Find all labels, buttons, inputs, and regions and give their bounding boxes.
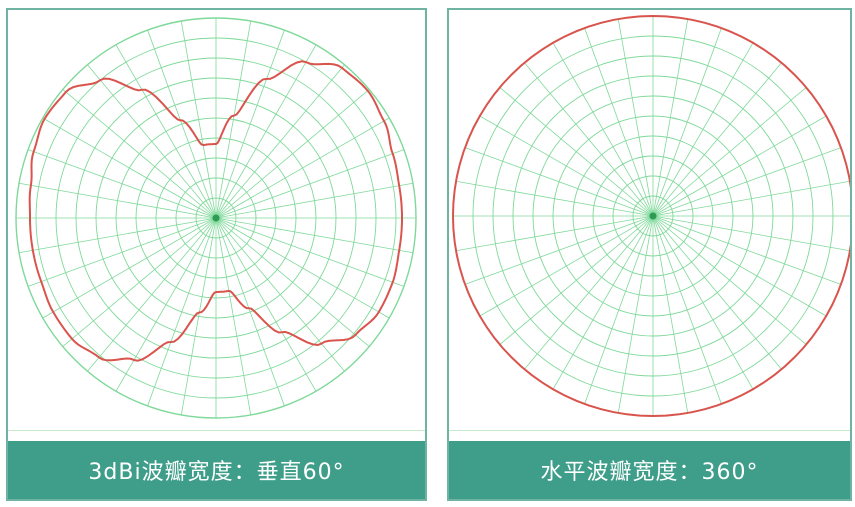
grid-spoke	[215, 64, 345, 219]
grid-spoke	[584, 215, 654, 405]
grid-spoke	[584, 27, 654, 217]
grid-spoke	[115, 44, 217, 219]
grid-spoke	[215, 217, 345, 372]
grid-spoke	[499, 87, 654, 217]
grid-spoke	[42, 217, 217, 319]
plot-separator	[449, 430, 850, 431]
grid-spoke	[215, 117, 390, 219]
grid-spoke	[652, 42, 754, 217]
grid-spoke	[479, 115, 654, 217]
grid-spoke	[652, 215, 722, 405]
grid-spoke	[652, 215, 782, 370]
grid-spoke	[552, 42, 654, 217]
grid-spoke	[215, 89, 370, 219]
grid-spoke	[652, 115, 827, 217]
vertical-pattern-panel: 3dBi波瓣宽度：垂直60°	[6, 8, 427, 501]
vertical-polar-chart	[15, 17, 417, 419]
grid-spoke	[499, 215, 654, 345]
grid-spoke	[215, 217, 252, 416]
center-dot	[649, 212, 657, 220]
vertical-caption: 3dBi波瓣宽度：垂直60°	[8, 441, 425, 499]
horizontal-polar-plot	[449, 10, 850, 430]
grid-spoke	[652, 215, 827, 317]
grid-spoke	[652, 27, 722, 217]
grid-spoke	[180, 20, 217, 219]
grid-spoke	[42, 117, 217, 219]
grid-spoke	[27, 217, 217, 287]
grid-spoke	[524, 215, 654, 370]
grid-spoke	[652, 147, 842, 217]
grid-spoke	[115, 217, 217, 392]
grid-spoke	[62, 217, 217, 347]
grid-spoke	[215, 217, 390, 319]
grid-spoke	[652, 215, 842, 285]
grid-spoke	[18, 217, 217, 254]
grid-spoke	[87, 217, 217, 372]
grid-spoke	[215, 217, 285, 407]
center-dot	[212, 214, 220, 222]
grid-spoke	[215, 182, 414, 219]
pattern-series-line	[451, 14, 850, 418]
grid-spoke	[215, 217, 317, 392]
grid-spoke	[27, 149, 217, 219]
grid-spoke	[617, 215, 654, 414]
grid-spoke	[652, 87, 807, 217]
grid-spoke	[215, 217, 370, 347]
grid-spoke	[652, 215, 754, 390]
grid-spoke	[524, 62, 654, 217]
grid-spoke	[62, 89, 217, 219]
grid-spoke	[652, 62, 782, 217]
grid-spoke	[652, 215, 689, 414]
horizontal-caption: 水平波瓣宽度：360°	[449, 441, 850, 499]
grid-spoke	[215, 217, 405, 287]
pattern-series-line	[28, 60, 403, 362]
grid-spoke	[87, 64, 217, 219]
grid-spoke	[215, 217, 414, 254]
grid-spoke	[455, 215, 654, 252]
grid-spoke	[617, 18, 654, 217]
vertical-polar-plot	[8, 10, 425, 430]
grid-spoke	[215, 44, 317, 219]
grid-spoke	[215, 29, 285, 219]
grid-spoke	[652, 215, 850, 252]
grid-spoke	[180, 217, 217, 416]
grid-spoke	[652, 180, 850, 217]
grid-spoke	[552, 215, 654, 390]
grid-spoke	[464, 215, 654, 285]
horizontal-polar-chart	[451, 14, 850, 418]
grid-spoke	[464, 147, 654, 217]
plot-separator	[8, 430, 425, 431]
grid-spoke	[147, 29, 217, 219]
grid-spoke	[455, 180, 654, 217]
grid-spoke	[652, 18, 689, 217]
horizontal-pattern-panel: 水平波瓣宽度：360°	[447, 8, 852, 501]
grid-spoke	[215, 149, 405, 219]
grid-spoke	[18, 182, 217, 219]
grid-spoke	[479, 215, 654, 317]
grid-spoke	[652, 215, 807, 345]
grid-spoke	[215, 20, 252, 219]
grid-spoke	[147, 217, 217, 407]
